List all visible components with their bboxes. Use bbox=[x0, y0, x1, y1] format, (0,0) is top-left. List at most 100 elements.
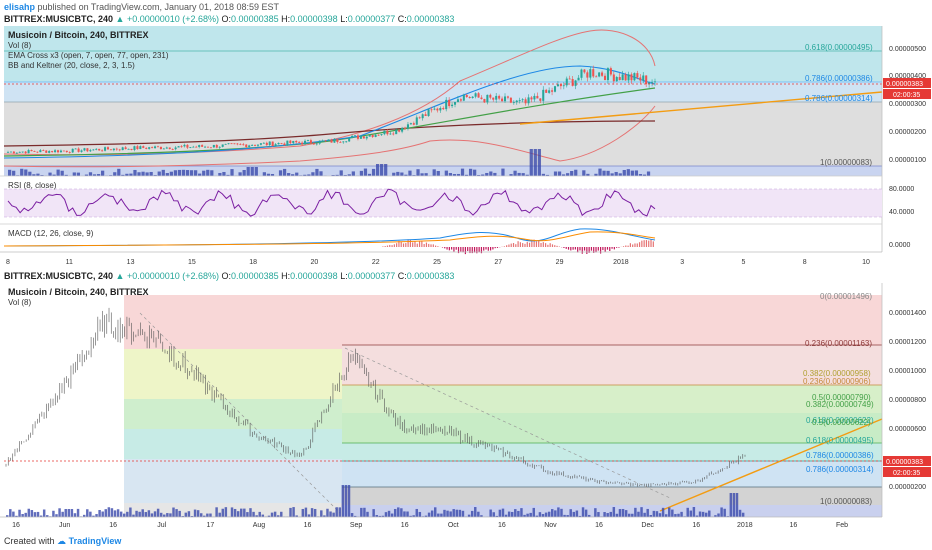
price-candle bbox=[615, 77, 618, 82]
indicator-ema[interactable]: EMA Cross x3 (open, 7, open, 77, open, 2… bbox=[8, 51, 169, 60]
macd-bar bbox=[581, 247, 583, 254]
price-candle bbox=[156, 146, 160, 148]
price-candle bbox=[139, 146, 142, 150]
volume-bar bbox=[523, 514, 526, 517]
price-candle bbox=[89, 150, 92, 152]
fib-label: 0.5(0.00000790) bbox=[812, 393, 871, 402]
price-candle bbox=[530, 97, 533, 100]
volume-bar bbox=[92, 174, 97, 176]
volume-bar bbox=[209, 513, 212, 517]
macd-bar bbox=[638, 242, 641, 247]
signal-line bbox=[3, 231, 656, 247]
time-tick: 2018 bbox=[737, 522, 753, 529]
last-price-badge-top bbox=[883, 78, 931, 88]
price-candle bbox=[377, 134, 380, 136]
rsi-path bbox=[7, 188, 656, 217]
volume-bar bbox=[64, 509, 67, 517]
time-tick: 16 bbox=[401, 522, 409, 529]
time-tick: 16 bbox=[304, 522, 312, 529]
macd-bar bbox=[627, 245, 629, 247]
price-candle bbox=[533, 95, 536, 100]
volume-bar bbox=[458, 509, 462, 517]
volume-bar bbox=[270, 173, 275, 176]
price-candle bbox=[218, 146, 221, 148]
volume-bar bbox=[89, 511, 92, 517]
volume-bar bbox=[28, 171, 32, 176]
macd-bar bbox=[389, 244, 391, 247]
volume-bar bbox=[498, 509, 502, 517]
price-candle bbox=[339, 141, 342, 143]
macd-bar bbox=[590, 247, 593, 251]
volume-bar bbox=[393, 508, 397, 517]
price-candle bbox=[598, 72, 601, 77]
tradingview-brand[interactable]: TradingView bbox=[68, 536, 122, 546]
price-candle bbox=[165, 147, 168, 149]
macd-bar bbox=[432, 244, 434, 247]
bottom-chart[interactable]: 0(0.00001496) 0.236(0.00001163) 0.382(0.… bbox=[0, 283, 932, 531]
volume-bar bbox=[510, 511, 514, 517]
indicator-vol-bottom[interactable]: Vol (8) bbox=[8, 298, 32, 307]
volume-bar bbox=[467, 514, 471, 517]
volume-bar bbox=[267, 515, 271, 517]
volume-bar bbox=[427, 512, 431, 517]
volume-bar bbox=[640, 507, 643, 517]
indicator-bb[interactable]: BB and Keltner (20, close, 2, 3, 1.5) bbox=[8, 61, 135, 70]
volume-bar bbox=[262, 172, 266, 176]
author-link[interactable]: elisahp bbox=[4, 2, 36, 12]
price-candle bbox=[162, 148, 165, 150]
price-candle bbox=[362, 136, 365, 139]
price-candle bbox=[624, 74, 627, 81]
trendline-top[interactable] bbox=[519, 91, 883, 125]
volume-bar bbox=[39, 515, 43, 517]
volume-bar bbox=[404, 174, 408, 176]
volume-bar bbox=[194, 170, 198, 176]
volume-bar bbox=[606, 170, 610, 176]
volume-bar bbox=[203, 515, 206, 517]
volume-bar bbox=[655, 511, 659, 517]
volume-bar bbox=[295, 515, 298, 517]
volume-bar bbox=[481, 174, 485, 176]
macd-bar bbox=[519, 242, 521, 247]
time-tick: Aug bbox=[253, 522, 266, 529]
volume-bar bbox=[199, 513, 203, 517]
rsi-band bbox=[4, 189, 882, 217]
volume-bar bbox=[495, 515, 499, 517]
top-volume bbox=[8, 149, 655, 176]
volume-bar bbox=[86, 509, 89, 517]
volume-bar bbox=[741, 512, 745, 517]
volume-bar bbox=[347, 485, 351, 517]
macd-bar bbox=[517, 241, 519, 247]
volume-bar bbox=[30, 510, 34, 517]
price-candle bbox=[524, 99, 527, 104]
volume-bar bbox=[6, 515, 9, 517]
volume-bar bbox=[278, 170, 283, 176]
price-candle bbox=[254, 145, 257, 146]
volume-bar bbox=[624, 510, 628, 517]
price-candle bbox=[95, 148, 98, 150]
volume-bar bbox=[238, 172, 242, 176]
macd-bar bbox=[515, 244, 517, 247]
macd-bar bbox=[416, 243, 418, 247]
volume-bar bbox=[172, 507, 175, 517]
price-candle bbox=[101, 150, 104, 152]
price-candle bbox=[345, 141, 348, 143]
price-candle bbox=[221, 144, 224, 147]
rsi-label: RSI (8, close) bbox=[8, 181, 57, 190]
macd-bar bbox=[496, 247, 499, 248]
volume-bar bbox=[723, 508, 726, 517]
volume-bar bbox=[584, 509, 588, 517]
price-candle bbox=[271, 141, 274, 147]
top-chart[interactable]: 0.618(0.00000495) 0.786(0.00000386) 0.78… bbox=[0, 26, 932, 270]
trendline-bottom[interactable] bbox=[659, 418, 883, 512]
bottom-price-series bbox=[5, 307, 746, 487]
volume-bar bbox=[646, 508, 649, 517]
price-candle bbox=[109, 149, 112, 151]
macd-bar bbox=[425, 242, 428, 247]
volume-bar bbox=[230, 507, 234, 517]
indicator-vol[interactable]: Vol (8) bbox=[8, 41, 32, 50]
time-tick: Dec bbox=[641, 522, 654, 529]
volume-bar bbox=[145, 172, 149, 176]
volume-bar bbox=[282, 168, 287, 176]
volume-bar bbox=[456, 173, 461, 176]
volume-bar bbox=[36, 511, 40, 517]
